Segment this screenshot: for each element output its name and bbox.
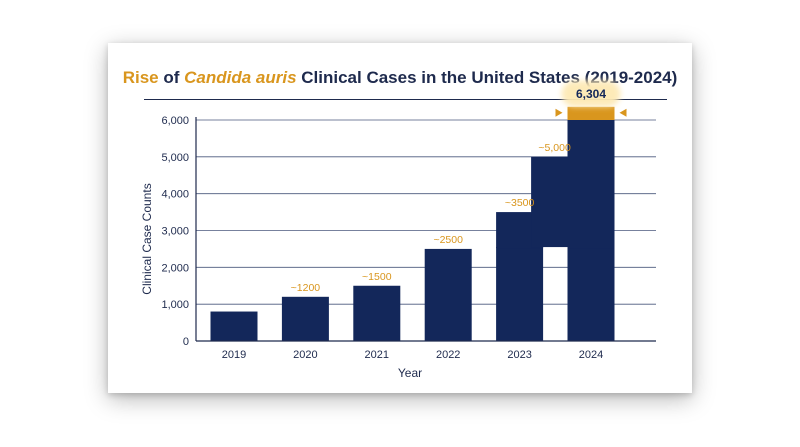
y-tick-label: 2,000 [161, 262, 189, 274]
chart-card: Rise of Candida auris Clinical Cases in … [108, 43, 692, 393]
x-axis-title: Year [398, 366, 422, 380]
y-tick-label: 4,000 [161, 189, 189, 201]
data-label: ~1200 [291, 282, 321, 294]
title-connector: of [158, 68, 185, 87]
bar [424, 248, 472, 341]
x-tick-label: 2021 [365, 349, 389, 361]
bar [210, 311, 258, 341]
y-tick-label: 1,000 [161, 299, 189, 311]
offset-data-label: ~5,000 [538, 142, 571, 154]
x-tick-label: 2020 [293, 349, 317, 361]
bar [567, 247, 615, 341]
title-highlight-word: Rise [122, 68, 159, 87]
bar-top-cap [567, 106, 615, 120]
x-tick-label: 2019 [222, 349, 246, 361]
right-marker-arrow [619, 108, 627, 117]
highlight-value-label: 6,304 [576, 87, 606, 101]
bar [281, 296, 329, 341]
y-tick-label: 0 [183, 336, 189, 348]
bar [353, 285, 401, 341]
title-species: Candida auris [184, 68, 297, 87]
data-label: ~1500 [362, 271, 392, 283]
bar-upper-segment [567, 120, 615, 249]
x-tick-label: 2024 [579, 349, 603, 361]
y-axis-title: Clinical Case Counts [140, 183, 154, 294]
bar [496, 247, 544, 341]
x-tick-label: 2023 [507, 349, 531, 361]
title-divider [144, 99, 667, 100]
y-tick-label: 5,000 [161, 152, 189, 164]
highlight-glow [561, 80, 621, 107]
x-tick-label: 2022 [436, 349, 460, 361]
bar-group [210, 106, 615, 341]
label-group: ~1200 ~1500 ~2500 ~3500 6,304 ~5,000 [291, 80, 627, 294]
y-tick-label: 3,000 [161, 226, 189, 238]
left-marker-arrow [555, 108, 563, 117]
axes: 0 1,000 2,000 3,000 4,000 5,000 6,000 2019 2020 2… [140, 115, 656, 380]
y-tick-label: 6,000 [161, 115, 189, 127]
bar-chart: 0 1,000 2,000 3,000 4,000 5,000 6,000 2019 2020 2… [140, 80, 656, 380]
data-label: ~2500 [433, 234, 463, 246]
data-label: ~3500 [505, 197, 535, 209]
